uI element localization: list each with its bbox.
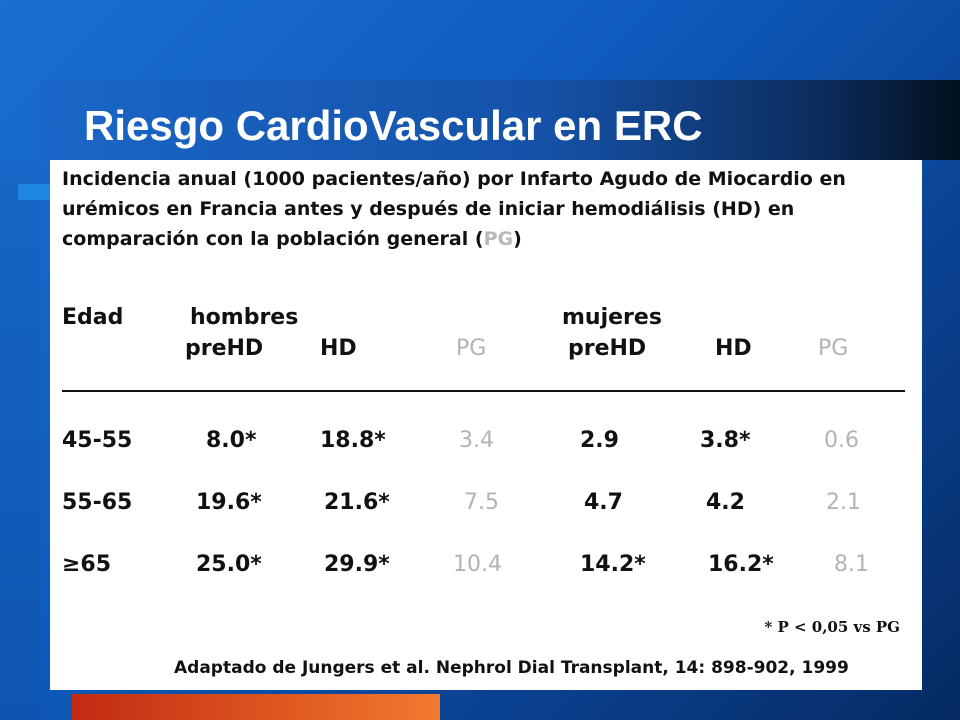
- cell-women-prehd: 4.7: [584, 490, 623, 515]
- subheader-men-prehd: preHD: [185, 336, 264, 361]
- cell-women-pg: 2.1: [826, 490, 861, 515]
- cell-men-hd: 21.6*: [324, 490, 390, 515]
- intro-text-end: ): [513, 228, 522, 250]
- subheader-women-hd: HD: [715, 336, 752, 361]
- subheader-men-hd: HD: [320, 336, 357, 361]
- subheader-men-pg: PG: [456, 336, 487, 361]
- cell-women-pg: 8.1: [834, 552, 869, 577]
- cell-women-pg: 0.6: [824, 428, 859, 453]
- cell-men-pg: 10.4: [453, 552, 502, 577]
- row-age: 45-55: [62, 428, 133, 453]
- row-age: ≥65: [62, 552, 112, 577]
- cell-men-pg: 7.5: [464, 490, 499, 515]
- group-header-women: mujeres: [562, 305, 662, 330]
- subheader-women-prehd: preHD: [568, 336, 647, 361]
- age-header: Edad: [62, 305, 124, 330]
- cell-women-hd: 4.2: [706, 490, 745, 515]
- cell-women-prehd: 2.9: [580, 428, 619, 453]
- cell-men-pg: 3.4: [459, 428, 494, 453]
- intro-text-main: Incidencia anual (1000 pacientes/año) po…: [62, 168, 846, 250]
- cell-men-prehd: 8.0*: [206, 428, 257, 453]
- content-panel: Incidencia anual (1000 pacientes/año) po…: [50, 160, 922, 690]
- significance-footnote: * P < 0,05 vs PG: [764, 618, 900, 636]
- cell-women-hd: 3.8*: [700, 428, 751, 453]
- cell-women-hd: 16.2*: [708, 552, 774, 577]
- source-citation: Adaptado de Jungers et al. Nephrol Dial …: [174, 658, 849, 678]
- accent-bar: [18, 184, 52, 200]
- cell-men-prehd: 19.6*: [196, 490, 262, 515]
- subheader-women-pg: PG: [818, 336, 849, 361]
- cell-men-prehd: 25.0*: [196, 552, 262, 577]
- group-header-men: hombres: [190, 305, 299, 330]
- intro-text: Incidencia anual (1000 pacientes/año) po…: [62, 164, 912, 254]
- intro-pg-abbrev: PG: [483, 228, 514, 250]
- cell-men-hd: 18.8*: [320, 428, 386, 453]
- orange-accent-bar: [72, 694, 440, 720]
- cell-women-prehd: 14.2*: [580, 552, 646, 577]
- left-strip: [0, 160, 40, 720]
- slide-title: Riesgo CardioVascular en ERC: [84, 102, 703, 149]
- row-age: 55-65: [62, 490, 133, 515]
- title-band: [40, 80, 960, 160]
- cell-men-hd: 29.9*: [324, 552, 390, 577]
- header-divider: [62, 390, 905, 392]
